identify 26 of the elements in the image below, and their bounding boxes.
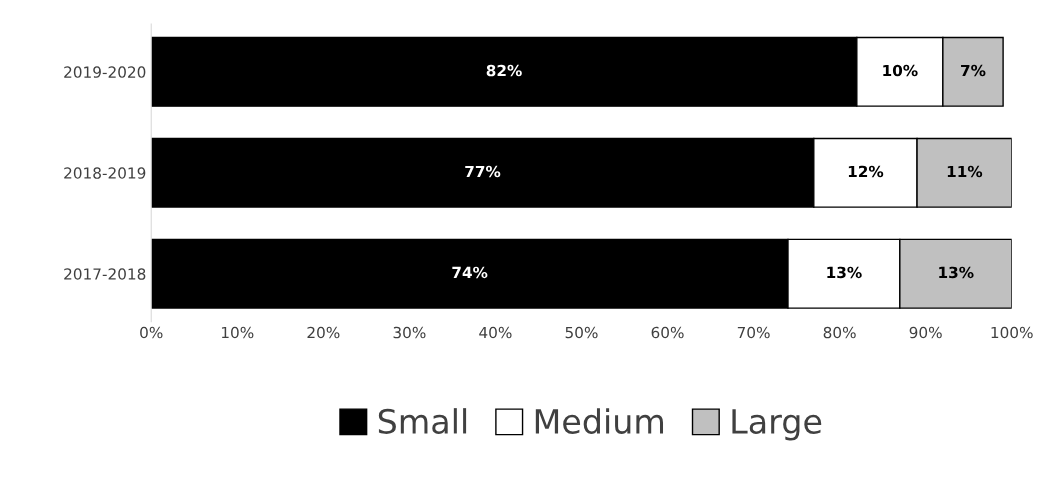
x-tick-label: 30% <box>393 326 426 339</box>
x-tick-label: 40% <box>479 326 512 339</box>
data-label: 10% <box>883 64 918 77</box>
data-label: 13% <box>939 266 974 279</box>
x-tick-label: 70% <box>737 326 770 339</box>
y-tick-label: 2018-2019 <box>64 167 146 179</box>
x-tick-label: 60% <box>651 326 684 339</box>
legend-label: Large <box>732 409 822 441</box>
data-label: 82% <box>486 64 522 77</box>
x-tick-label: 90% <box>909 326 942 339</box>
y-tick-label: 2017-2018 <box>64 268 146 280</box>
x-tick-label: 0% <box>140 326 163 339</box>
data-label: 7% <box>961 64 986 77</box>
data-label: 12% <box>848 165 884 178</box>
data-label: 77% <box>465 165 501 178</box>
x-tick-label: 10% <box>221 326 254 339</box>
x-tick-label: 50% <box>565 326 598 339</box>
legend-label: Medium <box>535 408 664 434</box>
legend-label: Small <box>378 408 467 434</box>
x-tick-label: 20% <box>307 326 340 339</box>
data-label: 11% <box>947 165 983 178</box>
data-label: 74% <box>452 266 488 279</box>
x-tick-label: 80% <box>823 326 856 339</box>
y-tick-label: 2019-2020 <box>64 66 146 78</box>
data-label: 13% <box>827 266 862 279</box>
x-tick-label: 100% <box>991 326 1033 339</box>
